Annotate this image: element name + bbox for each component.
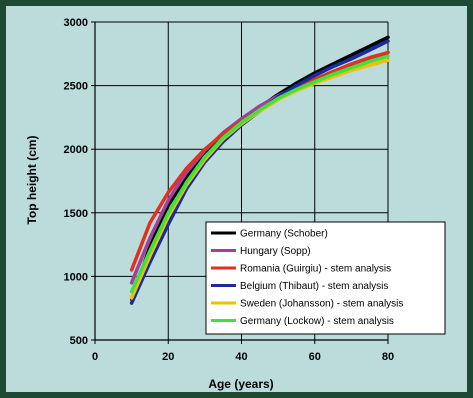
legend-entry: Romania (Guirgiu) - stem analysis	[240, 264, 391, 275]
x-tick-label: 0	[92, 351, 98, 363]
legend-entry: Hungary (Sopp)	[240, 246, 311, 257]
legend-entry: Sweden (Johansson) - stem analysis	[240, 299, 403, 310]
x-axis-title: Age (years)	[208, 377, 273, 391]
axes	[91, 21, 389, 344]
legend-box	[205, 221, 446, 335]
series-line	[129, 54, 390, 294]
y-axis-title: Top height (cm)	[25, 135, 39, 224]
y-tick-label: 1000	[64, 271, 88, 283]
legend-entry: Germany (Lockow) - stem analysis	[240, 316, 394, 327]
y-tick-label: 3000	[64, 17, 88, 29]
line-chart: 500 1000 1500 2000 2500 3000 0 20 40 60 80 Top hei…	[25, 17, 446, 391]
x-tick-label: 60	[309, 351, 321, 363]
y-tick-label: 2500	[64, 81, 88, 93]
legend-entry: Germany (Schober)	[240, 229, 328, 240]
tick-labels: 500 1000 1500 2000 2500 3000 0 20 40 60 80	[64, 17, 395, 363]
y-tick-label: 2000	[64, 144, 88, 156]
x-tick-label: 80	[382, 351, 394, 363]
x-tick-label: 40	[235, 351, 247, 363]
legend: Germany (Schober) Hungary (Sopp) Romania (…	[205, 221, 446, 335]
chart-area: 500 1000 1500 2000 2500 3000 0 20 40 60 80 Top hei…	[6, 6, 467, 392]
series-lines	[129, 35, 390, 305]
y-tick-label: 1500	[64, 208, 88, 220]
y-tick-label: 500	[70, 335, 88, 347]
x-tick-label: 20	[162, 351, 174, 363]
legend-entry: Belgium (Thibaut) - stem analysis	[240, 281, 388, 292]
